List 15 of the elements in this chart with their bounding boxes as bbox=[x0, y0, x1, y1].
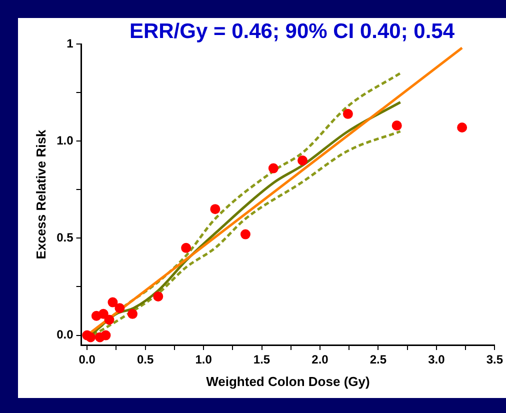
x-tick-label: 1.0 bbox=[195, 352, 212, 367]
y-axis-title: Excess Relative Risk bbox=[33, 129, 48, 260]
y-tick-label: 0.0 bbox=[56, 328, 74, 342]
y-tick-label: 1 bbox=[66, 36, 74, 50]
x-tick-label: 1.5 bbox=[253, 352, 270, 367]
x-tick-label: 2.5 bbox=[370, 352, 387, 367]
x-tick-label: 0.0 bbox=[78, 352, 96, 367]
x-axis-title: Weighted Colon Dose (Gy) bbox=[206, 374, 370, 389]
x-tick-label: 3.5 bbox=[486, 352, 504, 367]
chart-title: ERR/Gy = 0.46; 90% CI 0.40; 0.54 bbox=[129, 20, 455, 43]
x-tick-label: 3.0 bbox=[428, 352, 446, 367]
y-tick-label: 0.5 bbox=[56, 230, 74, 245]
y-tick-label: 1.0 bbox=[56, 133, 74, 148]
x-tick-label: 2.0 bbox=[312, 352, 329, 367]
x-tick-label: 0.5 bbox=[136, 352, 154, 367]
